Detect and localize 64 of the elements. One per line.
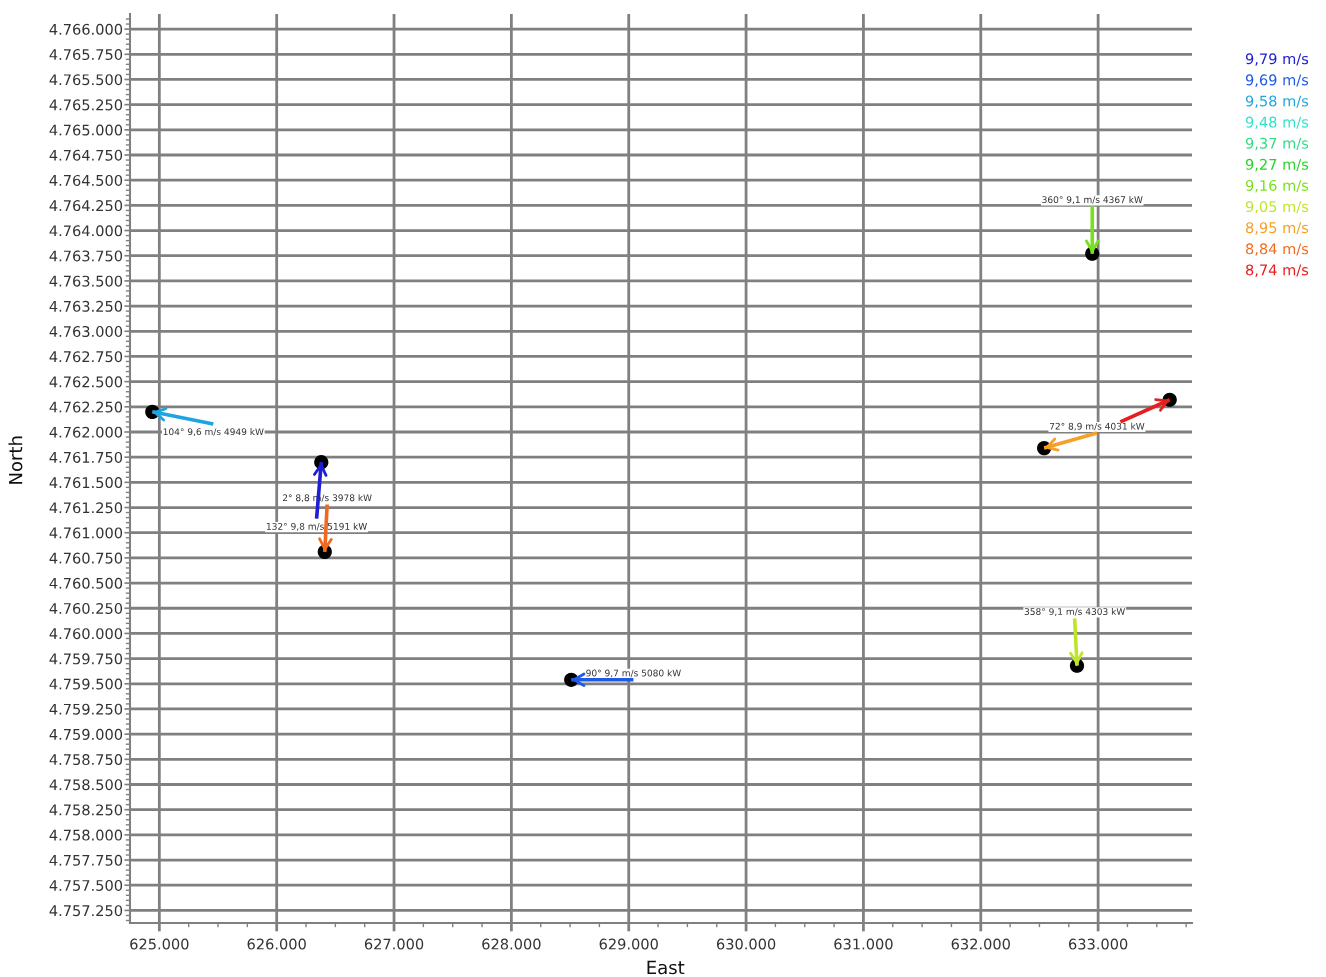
y-tick-label: 4.761.000: [49, 527, 123, 539]
annotation: 360° 9,1 m/s 4367 kW: [1042, 196, 1143, 204]
y-tick-label: 4.762.750: [49, 351, 123, 363]
y-tick-label: 4.759.750: [49, 653, 123, 665]
y-tick-label: 4.757.500: [49, 879, 123, 891]
y-tick-label: 4.763.000: [49, 325, 123, 338]
annotation: 104° 9,6 m/s 4949 kW: [163, 428, 264, 437]
x-tick-label: 631.000: [834, 938, 893, 950]
x-tick-label: 629.000: [599, 938, 658, 950]
y-tick-label: 4.762.500: [49, 376, 123, 388]
text: 8,74 m/s: [1245, 264, 1309, 277]
x-tick-label: 630.000: [716, 938, 776, 950]
y-tick-label: 4.765.250: [49, 99, 123, 111]
annotation: 90° 9,7 m/s 5080 kW: [586, 669, 681, 678]
y-tick-label: 4.760.500: [49, 577, 123, 589]
legend-label: 9,48 m/s: [1245, 116, 1309, 130]
y-tick-label: 4.758.500: [49, 779, 123, 791]
y-tick-label: 4.760.250: [49, 602, 123, 614]
y-tick-label: 4.760.750: [49, 552, 123, 564]
y-tick-label: 4.759.250: [49, 703, 123, 715]
y-tick-label: 4.764.250: [49, 200, 123, 212]
legend-label: 9,37 m/s: [1245, 137, 1309, 151]
y-tick-label: 4.765.500: [49, 74, 123, 86]
x-tick-label: 627.000: [364, 938, 424, 950]
y-tick-label: 4.762.000: [49, 426, 123, 438]
text: 8,84 m/s: [1245, 243, 1309, 256]
y-tick-label: 4.759.500: [49, 678, 123, 690]
x-tick-label: 626.000: [247, 938, 306, 950]
y-tick-label: 4.758.000: [49, 829, 123, 841]
y-tick-label: 4.758.750: [49, 754, 123, 766]
text: 9,79 m/s: [1245, 53, 1309, 66]
text: 9,05 m/s: [1245, 201, 1309, 214]
y-tick-label: 4.765.750: [49, 49, 123, 61]
text: 8,95 m/s: [1245, 222, 1309, 235]
y-tick-label: 4.759.000: [49, 728, 123, 740]
y-tick-label: 4.764.750: [49, 149, 123, 161]
y-tick-label: 4.758.250: [49, 804, 123, 816]
y-tick-label: 4.764.500: [49, 174, 123, 186]
legend-label: 9,27 m/s: [1245, 158, 1309, 172]
y-tick-label: 4.761.750: [49, 451, 123, 463]
y-tick-label: 4.765.000: [49, 124, 123, 136]
y-tick-label: 4.762.250: [49, 401, 123, 413]
x-tick-label: 628.000: [482, 938, 541, 950]
y-tick-label: 4.763.750: [49, 250, 123, 262]
y-tick-label: 4.763.250: [49, 300, 123, 312]
y-tick-label: 4.757.750: [49, 854, 123, 866]
y-tick-label: 4.757.250: [49, 905, 123, 917]
x-tick-label: 632.000: [951, 938, 1010, 950]
y-tick-label: 4.760.000: [49, 628, 123, 640]
y-axis-title: North: [8, 436, 23, 484]
x-tick-label: 625.000: [130, 938, 189, 950]
text: 9,58 m/s: [1245, 95, 1309, 108]
text: 9,16 m/s: [1245, 179, 1309, 193]
annotation: 132° 9,8 m/s 5191 kW: [266, 522, 367, 531]
x-axis-title: East: [647, 960, 685, 975]
text: 9,69 m/s: [1245, 74, 1309, 87]
y-tick-label: 4.764.000: [49, 225, 123, 237]
annotation: 358° 9,1 m/s 4303 kW: [1024, 607, 1125, 616]
x-tick-label: 633.000: [1068, 938, 1128, 950]
y-tick-label: 4.761.500: [49, 477, 123, 489]
y-tick-label: 4.763.500: [49, 275, 123, 287]
annotation: 72° 8,9 m/s 4031 kW: [1049, 422, 1145, 431]
y-tick-label: 4.766.000: [49, 23, 123, 35]
y-tick-label: 4.761.250: [49, 502, 123, 514]
